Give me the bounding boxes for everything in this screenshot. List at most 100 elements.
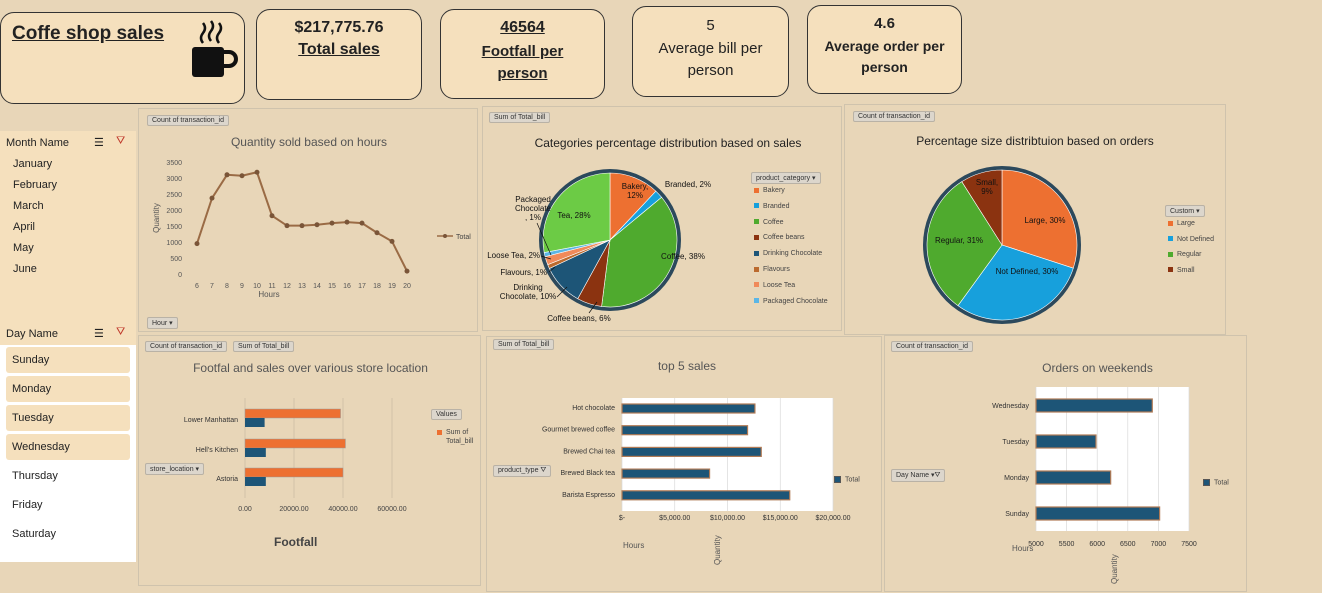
weekend-legend: Total <box>1203 479 1229 486</box>
total-sales-value: $217,775.76 <box>294 19 384 36</box>
x-tick-label: 19 <box>388 283 396 290</box>
clear-filter-icon[interactable]: ⛛ <box>116 135 126 147</box>
day-item-sunday[interactable]: Sunday <box>6 347 130 373</box>
category-pie-panel: Sum of Total_bill Categories percentage … <box>482 106 842 331</box>
location-field-tag-2[interactable]: Sum of Total_bill <box>233 341 295 352</box>
bar-total-bill <box>244 408 341 419</box>
top5-field-tag[interactable]: Sum of Total_bill <box>493 339 555 350</box>
kpi-total-sales: $217,775.76 Total sales <box>256 9 422 100</box>
y-category-label: Sunday <box>1005 511 1029 518</box>
x-tick-label: 7000 <box>1151 541 1167 548</box>
month-item-june[interactable]: June <box>13 263 37 275</box>
y-category-label: Lower Manhattan <box>184 417 238 424</box>
size-pie-panel: Count of transaction_id Percentage size … <box>844 104 1226 335</box>
legend-label: Total <box>456 234 471 241</box>
y-tick-label: 500 <box>170 256 182 263</box>
category-slice-label: Drinking Chocolate, 10% <box>500 283 556 301</box>
values-legend-title: Values <box>431 409 462 420</box>
size-slice-label: Small, 9% <box>976 178 998 196</box>
size-slice-label: Not Defined, 30% <box>996 267 1059 276</box>
month-item-february[interactable]: February <box>13 179 58 191</box>
bar-orders <box>1035 470 1112 485</box>
store-location-filter[interactable]: store_location ▾ <box>145 463 205 475</box>
category-legend-item: Branded <box>754 203 789 210</box>
hours-chart-panel: Count of transaction_id Quantity sold ba… <box>138 108 478 332</box>
weekend-field-tag[interactable]: Count of transaction_id <box>891 341 973 352</box>
data-point <box>299 223 305 229</box>
day-item-friday[interactable]: Friday <box>12 499 43 511</box>
location-field-tag-1[interactable]: Count of transaction_id <box>145 341 227 352</box>
category-pie-field-tag[interactable]: Sum of Total_bill <box>489 112 551 123</box>
day-item-tuesday[interactable]: Tuesday <box>6 405 130 431</box>
bar-sales <box>621 403 756 414</box>
x-tick-label: 9 <box>240 283 244 290</box>
size-pie-field-tag[interactable]: Count of transaction_id <box>853 111 935 122</box>
size-legend-item: Regular <box>1168 251 1202 258</box>
month-item-april[interactable]: April <box>13 221 36 233</box>
product-category-filter[interactable]: product_category ▾ <box>751 172 821 184</box>
top5-chart-title: top 5 sales <box>657 359 717 373</box>
day-name-filter[interactable]: Day Name ▾⛛ <box>891 469 946 482</box>
x-tick-label: 60000.00 <box>377 506 406 513</box>
y-category-label: Tuesday <box>1002 439 1029 446</box>
average-order-label: Average order per person <box>824 38 945 75</box>
month-item-january[interactable]: January <box>13 158 53 170</box>
size-legend-item: Small <box>1168 267 1195 274</box>
y-tick-label: 1500 <box>166 224 182 231</box>
top5-legend: Total <box>834 476 860 483</box>
day-item-thursday[interactable]: Thursday <box>12 470 58 482</box>
x-tick-label: $15,000.00 <box>763 515 798 522</box>
size-slice-small <box>961 169 1003 247</box>
category-legend-item: Packaged Chocolate <box>754 298 828 305</box>
month-item-may[interactable]: May <box>13 242 34 254</box>
y-tick-label: 1000 <box>166 240 182 247</box>
bar-sales <box>621 446 762 458</box>
category-slice-label: Flavours, 1% <box>500 268 547 277</box>
x-tick-label: 15 <box>328 283 336 290</box>
average-bill-label: Average bill per person <box>658 40 763 79</box>
title-card: Coffe shop sales <box>0 12 245 104</box>
data-point <box>209 195 215 201</box>
x-tick-label: 20000.00 <box>279 506 308 513</box>
data-point <box>404 268 410 274</box>
weekend-chart-title: Orders on weekends <box>1042 361 1153 375</box>
multi-select-icon[interactable]: ☰ <box>94 328 104 340</box>
multi-select-icon[interactable]: ☰ <box>94 137 104 149</box>
product-type-filter[interactable]: product_type ⛛ <box>493 465 552 477</box>
hours-chart-field-tag[interactable]: Count of transaction_id <box>147 115 229 126</box>
x-tick-label: 17 <box>358 283 366 290</box>
custom-filter[interactable]: Custom ▾ <box>1165 205 1205 217</box>
data-point <box>269 213 275 219</box>
clear-filter-icon[interactable]: ⛛ <box>116 326 126 338</box>
category-legend-item: Coffee <box>754 219 784 226</box>
category-pie-chart: Bakery, 12% Branded, 2% Coffee, 38% Coffee b… <box>487 169 711 323</box>
weekend-y-label: Quantity <box>1110 554 1119 584</box>
day-item-monday[interactable]: Monday <box>6 376 130 402</box>
y-axis-label: Quantity <box>152 203 161 233</box>
y-category-label: Brewed Chai tea <box>563 448 615 455</box>
leader-line <box>548 266 556 273</box>
bar-transactions <box>245 477 266 486</box>
category-slice-tea <box>542 172 611 253</box>
data-point <box>239 173 245 179</box>
size-slice-large <box>1001 169 1078 269</box>
weekend-chart-panel: Count of transaction_id Orders on weeken… <box>884 335 1247 592</box>
leader-line <box>536 222 552 256</box>
day-item-saturday[interactable]: Saturday <box>12 528 57 540</box>
x-tick-label: 12 <box>283 283 291 290</box>
data-point <box>359 220 365 226</box>
leader-line <box>588 301 598 314</box>
category-slice-label: Bakery, 12% <box>622 182 649 200</box>
data-point <box>194 241 200 247</box>
y-category-label: Astoria <box>216 476 238 483</box>
month-slicer: Month Name ☰ ⛛ January February March April… <box>0 131 136 324</box>
category-pie-title: Categories percentage distribution based… <box>534 136 802 150</box>
month-item-march[interactable]: March <box>13 200 44 212</box>
category-slice-label: Loose Tea, 2% <box>487 251 540 260</box>
y-tick-label: 3000 <box>166 176 182 183</box>
hour-filter-button[interactable]: Hour ▾ <box>147 317 178 329</box>
day-item-wednesday[interactable]: Wednesday <box>6 434 130 460</box>
category-slice-label: Packaged Chocolate, 1% <box>515 195 552 222</box>
x-tick-label: 8 <box>225 283 229 290</box>
data-point <box>314 222 320 228</box>
